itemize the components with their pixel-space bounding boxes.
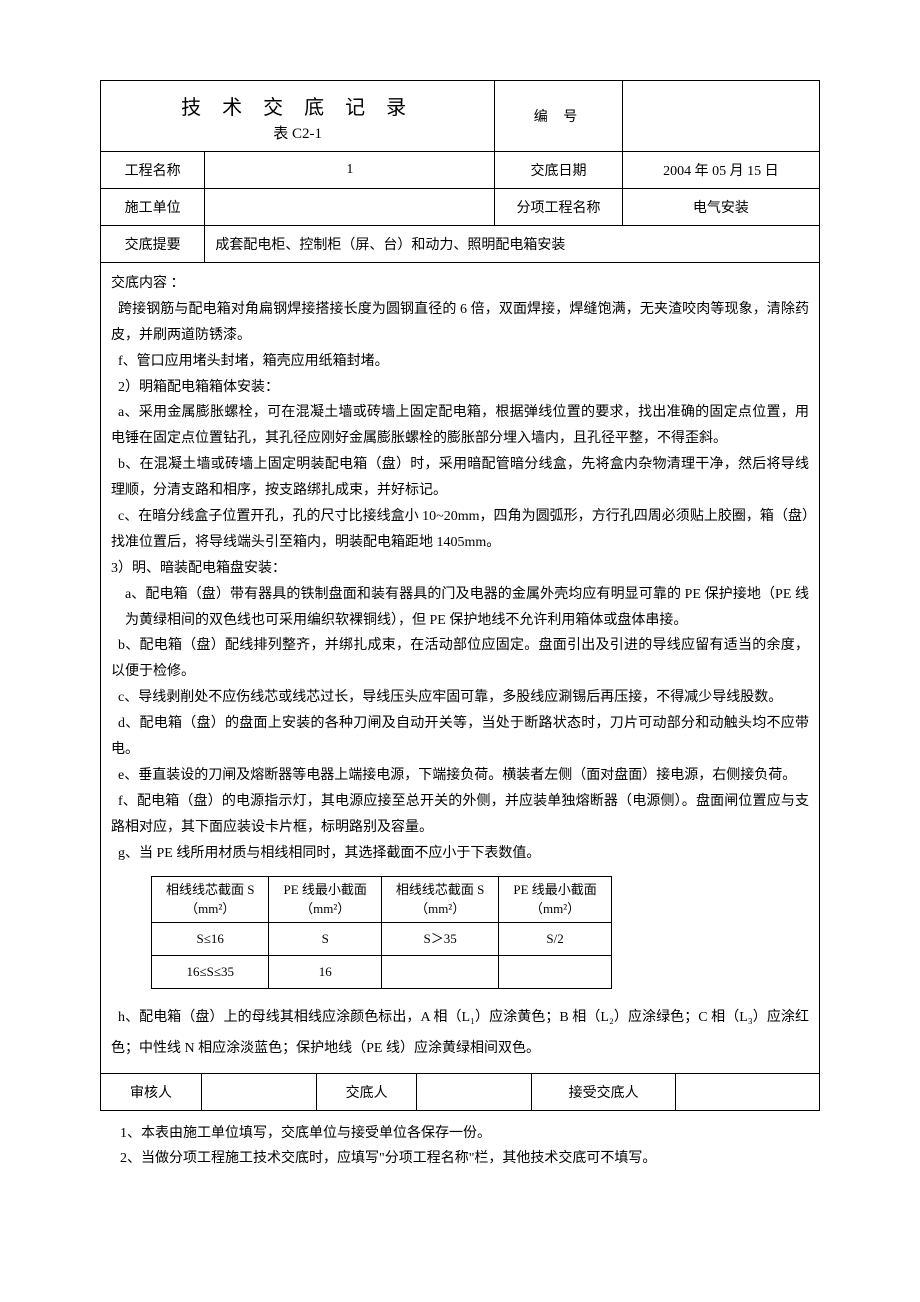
content-body: 交底内容 ： 跨接钢筋与配电箱对角扁钢焊接搭接长度为圆钢直径的 6 倍，双面焊接…: [101, 263, 820, 1074]
content-heading: 交底内容 ：: [111, 271, 809, 297]
content-p11: d、配电箱（盘）的盘面上安装的各种刀闸及自动开关等，当处于断路状态时，刀片可动部…: [111, 711, 809, 763]
content-p1: 跨接钢筋与配电箱对角扁钢焊接搭接长度为圆钢直径的 6 倍，双面焊接，焊缝饱满，无…: [111, 297, 809, 349]
content-p6: c、在暗分线盒子位置开孔，孔的尺寸比接线盒小 10~20mm，四角为圆弧形，方行…: [111, 504, 809, 556]
document-title: 技 术 交 底 记 录: [101, 81, 494, 122]
inner-th-3: PE 线最小截面（mm²）: [499, 877, 611, 922]
receiver-value: [675, 1074, 819, 1110]
serial-number-value: [622, 81, 819, 152]
reviewer-label: 审核人: [101, 1074, 202, 1110]
deliverer-value: [417, 1074, 532, 1110]
serial-number-label: 编 号: [495, 81, 623, 152]
date-value: 2004 年 05 月 15 日: [622, 152, 819, 189]
content-p12: e、垂直装设的刀闸及熔断器等电器上端接电源，下端接负荷。横装者左侧（面对盘面）接…: [111, 763, 809, 789]
content-p13: f、配电箱（盘）的电源指示灯，其电源应接至总开关的外侧，并应装单独熔断器（电源侧…: [111, 789, 809, 841]
content-p3: 2）明箱配电箱箱体安装：: [111, 375, 809, 401]
main-document-table: 技 术 交 底 记 录 表 C2-1 编 号 工程名称 1 交底日期 2004 …: [100, 80, 820, 1111]
summary-value: 成套配电柜、控制柜（屏、台）和动力、照明配电箱安装: [205, 226, 820, 263]
subproject-value: 电气安装: [622, 189, 819, 226]
pe-wire-table: 相线线芯截面 S（mm²） PE 线最小截面（mm²） 相线线芯截面 S（mm²…: [151, 876, 612, 988]
inner-th-2: 相线线芯截面 S（mm²）: [381, 877, 498, 922]
date-label: 交底日期: [495, 152, 623, 189]
content-p2: f、管口应用堵头封堵，箱壳应用纸箱封堵。: [111, 349, 809, 375]
footnotes: 1、本表由施工单位填写，交底单位与接受单位各保存一份。 2、当做分项工程施工技术…: [100, 1111, 820, 1171]
construction-unit-value: [205, 189, 495, 226]
footnote-2: 2、当做分项工程施工技术交底时，应填写"分项工程名称"栏，其他技术交底可不填写。: [120, 1146, 800, 1171]
content-p15: h、配电箱（盘）上的母线其相线应涂颜色标出，A 相（L₁）应涂黄色；B 相（L₂…: [111, 1003, 809, 1065]
reviewer-value: [202, 1074, 317, 1110]
content-p9: b、配电箱（盘）配线排列整齐，并绑扎成束，在活动部位应固定。盘面引出及引进的导线…: [111, 633, 809, 685]
summary-label: 交底提要: [101, 226, 205, 263]
table-row: S≤16 S S＞35 S/2: [152, 922, 612, 955]
inner-th-1: PE 线最小截面（mm²）: [269, 877, 381, 922]
content-p5: b、在混凝土墙或砖墙上固定明装配电箱（盘）时，采用暗配管暗分线盒，先将盒内杂物清…: [111, 452, 809, 504]
content-p14: g、当 PE 线所用材质与相线相同时，其选择截面不应小于下表数值。: [111, 841, 809, 867]
signature-row: 审核人 交底人 接受交底人: [101, 1073, 820, 1110]
inner-th-0: 相线线芯截面 S（mm²）: [152, 877, 269, 922]
deliverer-label: 交底人: [316, 1074, 417, 1110]
project-name-value: 1: [205, 152, 495, 189]
content-p7: 3）明、暗装配电箱盘安装：: [111, 556, 809, 582]
pe-wire-table-wrap: 相线线芯截面 S（mm²） PE 线最小截面（mm²） 相线线芯截面 S（mm²…: [111, 866, 809, 1002]
table-row: 16≤S≤35 16: [152, 955, 612, 988]
construction-unit-label: 施工单位: [101, 189, 205, 226]
receiver-label: 接受交底人: [532, 1074, 676, 1110]
project-name-label: 工程名称: [101, 152, 205, 189]
content-p4: a、采用金属膨胀螺栓，可在混凝土墙或砖墙上固定配电箱，根据弹线位置的要求，找出准…: [111, 400, 809, 452]
footnote-1: 1、本表由施工单位填写，交底单位与接受单位各保存一份。: [120, 1121, 800, 1146]
document-subtitle: 表 C2-1: [101, 122, 494, 151]
content-p10: c、导线剥削处不应伤线芯或线芯过长，导线压头应牢固可靠，多股线应涮锡后再压接，不…: [111, 685, 809, 711]
subproject-label: 分项工程名称: [495, 189, 623, 226]
content-p8: a、配电箱（盘）带有器具的铁制盘面和装有器具的门及电器的金属外壳均应有明显可靠的…: [111, 582, 809, 634]
